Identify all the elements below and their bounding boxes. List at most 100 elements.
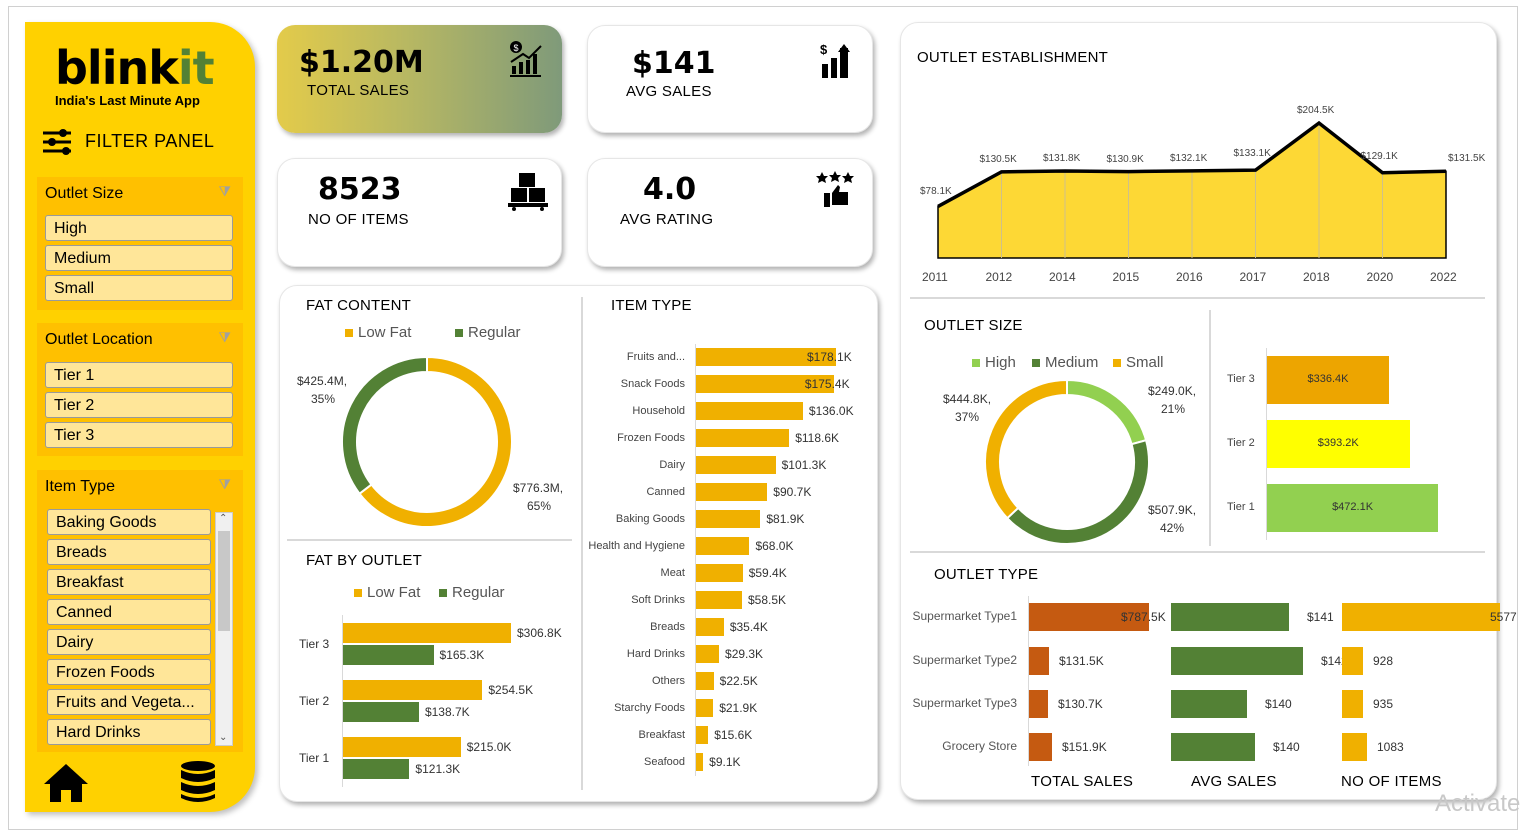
clear-filter-icon[interactable]: ⧩ (218, 329, 232, 345)
legend-item: Regular (439, 584, 505, 601)
clear-filter-icon[interactable]: ⧩ (218, 183, 232, 199)
data-label: 935 (1373, 697, 1394, 711)
data-label: $9.1K (709, 755, 741, 769)
slicer-item[interactable]: Frozen Foods (47, 659, 211, 685)
data-label: $130.9K (1106, 153, 1144, 165)
database-icon[interactable] (180, 760, 216, 804)
axis-label: Meat (660, 567, 685, 579)
data-label: $58.5K (747, 593, 787, 607)
donut-slice-small[interactable] (984, 378, 1068, 520)
axis-label: Tier 3 (1227, 373, 1255, 385)
data-label: $336.4K (1307, 373, 1349, 385)
bar-item-type (696, 348, 836, 366)
bar-low-fat (343, 737, 461, 757)
clear-filter-icon[interactable]: ⧩ (218, 476, 232, 492)
slicer-item[interactable]: Breakfast (47, 569, 211, 595)
kpi-no-of-items: 8523 NO OF ITEMS (277, 158, 562, 267)
filter-sidebar: blinkit India's Last Minute App FILTER P… (25, 22, 255, 812)
data-label: $81.9K (766, 512, 805, 526)
data-label: $140 (1265, 697, 1292, 711)
bar-no-of-items (1342, 690, 1363, 718)
kpi-avg-rating: 4.0 AVG RATING (587, 158, 873, 267)
scrollbar-thumb[interactable] (218, 531, 230, 631)
slicer-item[interactable]: Hard Drinks (47, 719, 211, 745)
slicer-item[interactable]: Tier 1 (45, 362, 233, 388)
scroll-down-icon[interactable]: ⌄ (219, 732, 228, 743)
logo-text: blink (55, 41, 179, 95)
bar-item-type (696, 645, 720, 663)
donut-slice-medium[interactable] (1005, 438, 1150, 545)
slicer-item[interactable]: Medium (45, 245, 233, 271)
axis-label: Supermarket Type3 (912, 696, 1017, 710)
legend-label: Low Fat (358, 324, 412, 341)
bar-total-sales (1029, 647, 1049, 675)
donut-slice-regular[interactable] (341, 355, 428, 496)
axis-label: Fruits and... (626, 351, 685, 363)
home-icon[interactable] (42, 762, 90, 804)
data-label: $131.8K (1043, 153, 1081, 164)
legend-swatch (1032, 359, 1040, 368)
fat-content-title: FAT CONTENT (306, 297, 411, 314)
slicer-item[interactable]: High (45, 215, 233, 241)
slicer-item[interactable]: Fruits and Vegeta... (47, 689, 211, 715)
divider (910, 551, 1485, 553)
bar-regular (343, 645, 434, 665)
data-label: $215.0K (466, 740, 512, 754)
scroll-up-icon[interactable]: ⌃ (219, 513, 228, 524)
slicer-item[interactable]: Baking Goods (47, 509, 211, 535)
bar-avg-sales (1171, 603, 1289, 631)
bar-low-fat (343, 623, 511, 643)
axis-label: Canned (646, 486, 685, 498)
data-label: $90.7K (773, 485, 812, 499)
kpi-total-sales: $1.20M TOTAL SALES $ (277, 25, 562, 133)
data-label: $151.9K (1062, 740, 1107, 754)
axis-line (342, 615, 343, 787)
bar-outlet-location (1267, 420, 1410, 468)
slicer-scrollbar[interactable]: ⌃ ⌄ (215, 512, 233, 746)
data-label: $121.3K (415, 762, 461, 776)
data-label: $444.8K, (943, 392, 992, 406)
bar-item-type (696, 510, 761, 528)
slicer-item[interactable]: Breads (47, 539, 211, 565)
bar-item-type (696, 402, 803, 420)
slicer-item[interactable]: Dairy (47, 629, 211, 655)
axis-label: Tier 3 (299, 637, 330, 651)
logo-accent: it (177, 41, 215, 95)
divider (581, 297, 583, 790)
kpi-value: $1.20M (299, 45, 424, 80)
item-type-title: ITEM TYPE (611, 297, 692, 314)
data-label: $136.0K (808, 404, 854, 418)
axis-label: Frozen Foods (617, 432, 685, 444)
legend-item: Medium (1032, 354, 1098, 371)
data-label: $15.6K (714, 728, 753, 742)
legend-swatch (345, 329, 353, 338)
data-label: $175.4K (804, 377, 850, 391)
slicer-item[interactable]: Canned (47, 599, 211, 625)
axis-label: Breakfast (638, 729, 685, 741)
data-label: 5577 (1490, 610, 1517, 624)
slicer-item[interactable]: Tier 3 (45, 422, 233, 448)
data-label: $425.4M, (297, 374, 348, 388)
fat-by-outlet-title: FAT BY OUTLET (306, 552, 422, 569)
donut-slice-high[interactable] (1066, 378, 1148, 446)
data-label: $131.5K (1448, 153, 1486, 165)
bar-item-type (696, 726, 709, 744)
axis-label: Tier 2 (1227, 437, 1255, 449)
data-label: $165.3K (439, 648, 485, 662)
slicer-item[interactable]: Tier 2 (45, 392, 233, 418)
svg-text:$: $ (820, 42, 828, 57)
data-label: $130.7K (1058, 697, 1103, 711)
legend-label: Regular (468, 324, 521, 341)
kpi-label: NO OF ITEMS (308, 211, 409, 228)
axis-label: Household (632, 405, 685, 417)
sliders-icon (43, 129, 71, 155)
slicer-item[interactable]: Small (45, 275, 233, 301)
data-label: $141 (1307, 610, 1334, 624)
data-label: $787.5K (1121, 610, 1166, 624)
axis-label: 2018 (1303, 270, 1330, 284)
bar-item-type (696, 591, 742, 609)
bar-item-type (696, 483, 768, 501)
legend-item: High (972, 354, 1016, 371)
kpi-value: 8523 (318, 172, 402, 207)
slicer-title: Outlet Size (45, 185, 124, 202)
